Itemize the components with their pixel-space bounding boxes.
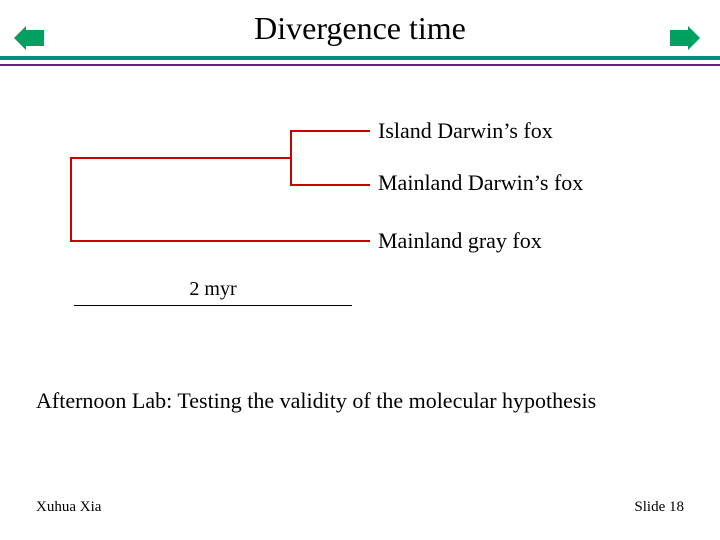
title-rule-thick: [0, 56, 720, 60]
taxon-label: Island Darwin’s fox: [378, 118, 553, 144]
page-title: Divergence time: [254, 10, 466, 46]
tree-branch: [70, 240, 370, 242]
taxon-label: Mainland gray fox: [378, 228, 542, 254]
title-area: Divergence time: [0, 10, 720, 47]
scale-bar: 2 myr: [74, 278, 352, 306]
tree-branch: [70, 157, 292, 159]
taxon-label: Mainland Darwin’s fox: [378, 170, 583, 196]
footer-author: Xuhua Xia: [36, 499, 101, 516]
body-text: Afternoon Lab: Testing the validity of t…: [36, 388, 596, 414]
title-rule-thin: [0, 64, 720, 66]
footer-slide-number: Slide 18: [634, 499, 684, 516]
phylogeny-tree: Island Darwin’s fox Mainland Darwin’s fo…: [70, 112, 650, 282]
tree-branch: [290, 130, 292, 186]
tree-branch: [290, 184, 370, 186]
scale-line: [74, 305, 352, 306]
tree-branch: [290, 130, 370, 132]
scale-label: 2 myr: [74, 278, 352, 301]
tree-branch: [70, 157, 72, 242]
